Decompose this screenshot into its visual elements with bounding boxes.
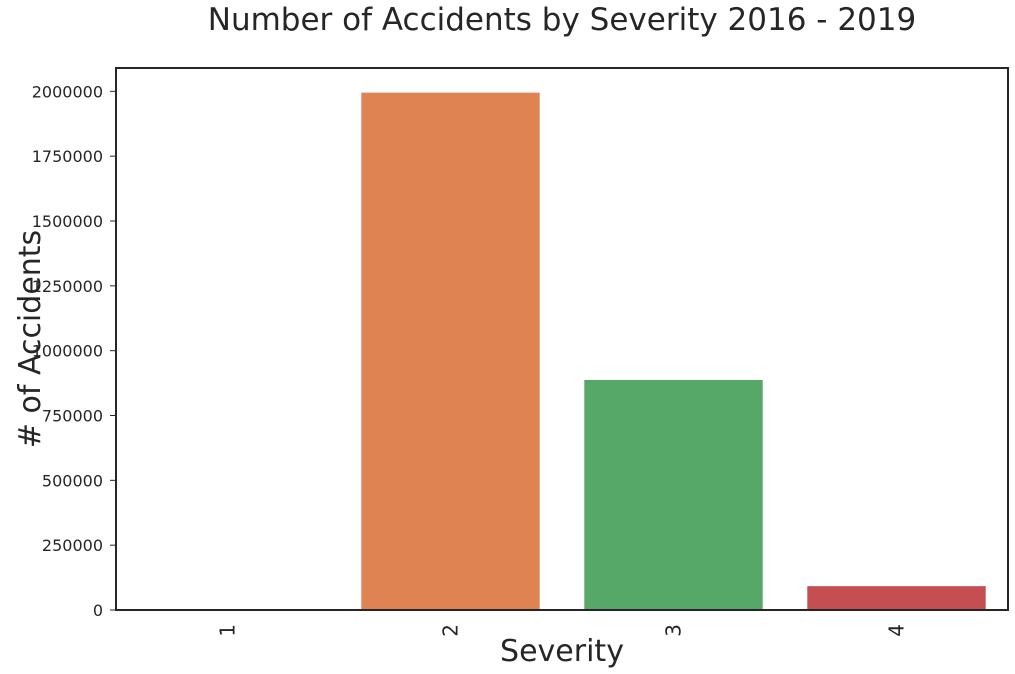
bars-group bbox=[138, 92, 986, 611]
y-tick-label: 2000000 bbox=[32, 82, 103, 101]
x-tick-label: 4 bbox=[885, 624, 909, 637]
y-tick-label: 1500000 bbox=[32, 212, 103, 231]
x-tick-label: 3 bbox=[662, 624, 686, 637]
y-tick-label: 750000 bbox=[42, 407, 103, 426]
y-tick-label: 0 bbox=[93, 601, 103, 620]
y-tick-label: 500000 bbox=[42, 471, 103, 490]
y-tick-label: 1750000 bbox=[32, 147, 103, 166]
x-axis-title: Severity bbox=[500, 634, 624, 669]
chart-title: Number of Accidents by Severity 2016 - 2… bbox=[208, 2, 916, 38]
bar-severity-2 bbox=[361, 92, 540, 611]
bar-severity-3 bbox=[584, 379, 763, 610]
y-tick-label: 250000 bbox=[42, 536, 103, 555]
x-tick-label: 1 bbox=[216, 624, 240, 637]
x-tick-label: 2 bbox=[439, 624, 463, 637]
x-ticks-group: 1 2 3 4 bbox=[216, 624, 909, 637]
y-ticks-group: 0 250000 500000 750000 1000000 1250000 1500000… bbox=[32, 82, 116, 620]
y-axis-title: # of Accidents bbox=[13, 230, 48, 448]
y-tick-label: 1000000 bbox=[32, 342, 103, 361]
plot-frame bbox=[115, 67, 1009, 611]
y-tick-label: 1250000 bbox=[32, 277, 103, 296]
bar-severity-4 bbox=[807, 586, 986, 610]
